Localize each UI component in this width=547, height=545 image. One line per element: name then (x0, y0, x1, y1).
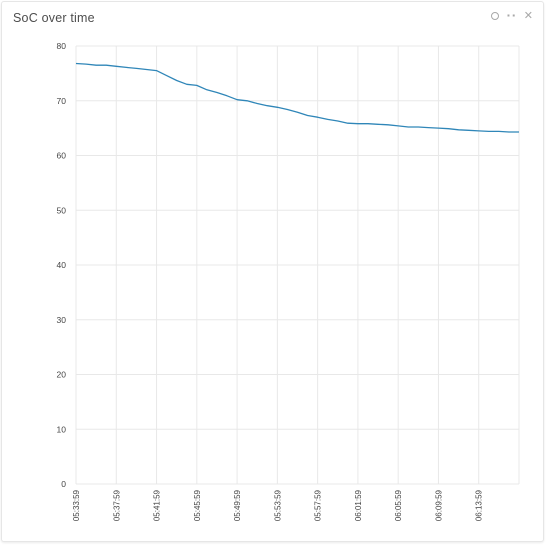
x-tick-label: 05:33:59 (72, 489, 81, 521)
y-tick-label: 30 (57, 315, 67, 325)
y-tick-label: 80 (57, 41, 67, 51)
close-icon[interactable]: ✕ (523, 9, 533, 22)
x-tick-label: 05:45:59 (193, 489, 202, 521)
x-tick-label: 06:13:59 (475, 489, 484, 521)
widget-controls: ·· ✕ (491, 10, 533, 22)
widget-title: SoC over time (13, 11, 95, 25)
x-tick-label: 05:41:59 (153, 489, 162, 521)
x-tick-label: 06:05:59 (394, 489, 403, 521)
x-tick-label: 05:49:59 (233, 489, 242, 521)
y-tick-label: 50 (57, 205, 67, 215)
x-tick-label: 06:01:59 (354, 489, 363, 521)
more-dots-icon[interactable]: ·· (506, 9, 517, 22)
x-tick-label: 05:57:59 (314, 489, 323, 521)
y-tick-label: 40 (57, 260, 67, 270)
x-axis-ticks: 05:33:59 05:37:59 05:41:59 05:45:59 05:49:59… (72, 489, 484, 521)
y-axis-ticks: 0 10 20 30 40 50 60 70 80 (57, 41, 67, 489)
series-line (75, 62, 519, 133)
y-tick-label: 60 (57, 151, 67, 161)
series-layer (75, 62, 519, 133)
y-tick-label: 0 (61, 479, 66, 489)
grid-layer (75, 45, 520, 485)
y-tick-label: 10 (57, 424, 67, 434)
x-tick-label: 05:53:59 (273, 489, 282, 521)
y-tick-label: 70 (57, 96, 67, 106)
settings-circle-icon[interactable] (491, 12, 500, 20)
x-tick-label: 06:09:59 (434, 489, 443, 521)
x-tick-label: 05:37:59 (112, 489, 121, 521)
y-tick-label: 20 (57, 370, 67, 380)
